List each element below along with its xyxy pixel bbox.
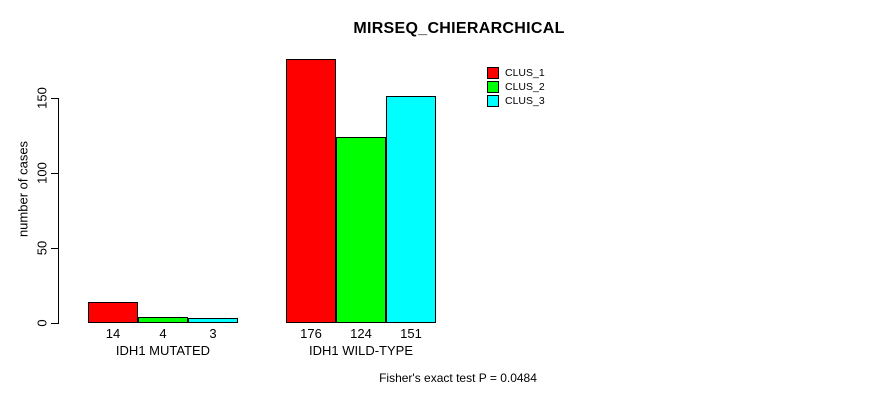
y-tick-mark xyxy=(51,323,59,324)
bar-clus_3-2 xyxy=(386,96,436,323)
legend-swatch-icon xyxy=(487,67,499,79)
legend-label: CLUS_1 xyxy=(505,67,545,79)
y-tick-mark xyxy=(51,98,59,99)
bar-clus_1-2 xyxy=(286,59,336,323)
category-label: IDH1 WILD-TYPE xyxy=(308,343,414,358)
legend-item: CLUS_1 xyxy=(487,66,545,80)
legend-swatch-icon xyxy=(487,95,499,107)
y-tick-label: 50 xyxy=(34,240,50,256)
annotation-text: Fisher's exact test P = 0.0484 xyxy=(379,371,537,385)
y-axis-line xyxy=(58,98,59,324)
bar-value-label: 3 xyxy=(209,326,217,341)
legend-label: CLUS_3 xyxy=(505,95,545,107)
bar-value-label: 4 xyxy=(159,326,167,341)
bar-clus_2-1 xyxy=(138,317,188,323)
bar-value-label: 124 xyxy=(350,326,372,341)
legend-swatch-icon xyxy=(487,81,499,93)
chart-title: MIRSEQ_CHIERARCHICAL xyxy=(353,20,565,37)
bar-clus_3-1 xyxy=(188,318,238,323)
y-tick-label: 100 xyxy=(34,162,50,184)
legend-label: CLUS_2 xyxy=(505,81,545,93)
y-axis-label: number of cases xyxy=(15,140,31,238)
category-label: IDH1 MUTATED xyxy=(115,343,211,358)
bar-clus_2-2 xyxy=(336,137,386,323)
y-tick-label: 0 xyxy=(34,319,50,327)
bar-clus_1-1 xyxy=(88,302,138,323)
y-tick-mark xyxy=(51,173,59,174)
legend-item: CLUS_2 xyxy=(487,80,545,94)
bar-value-label: 151 xyxy=(400,326,422,341)
bar-value-label: 14 xyxy=(105,326,121,341)
legend: CLUS_1 CLUS_2 CLUS_3 xyxy=(487,66,545,108)
y-tick-label: 150 xyxy=(34,87,50,109)
legend-item: CLUS_3 xyxy=(487,94,545,108)
y-tick-mark xyxy=(51,248,59,249)
bar-value-label: 176 xyxy=(300,326,322,341)
